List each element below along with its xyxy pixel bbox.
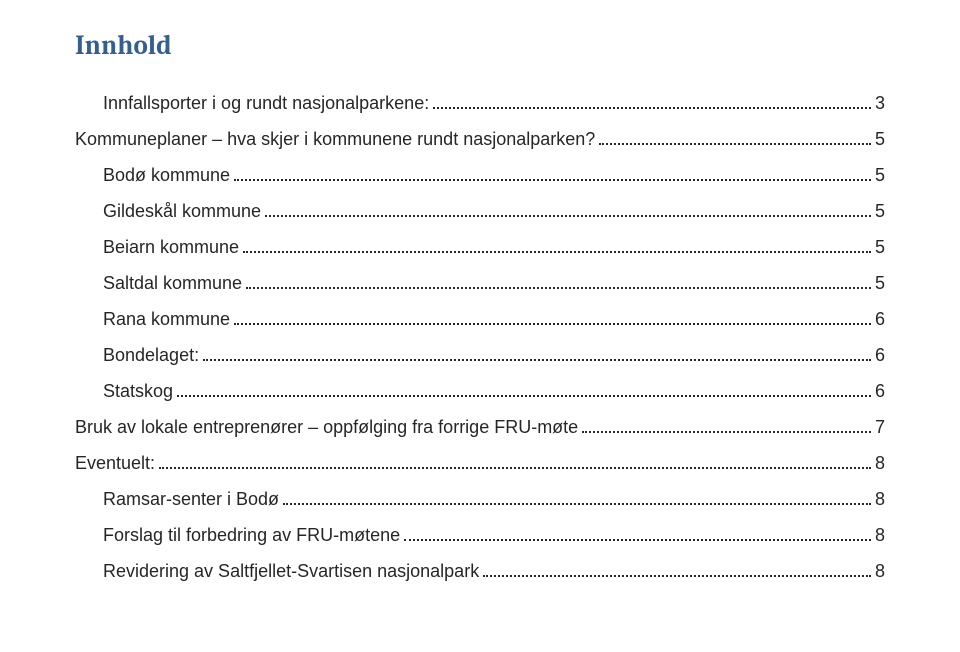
toc-leader-dots [203, 359, 871, 361]
toc-entry-label: Saltdal kommune [103, 273, 242, 294]
toc-entry: Beiarn kommune 5 [75, 237, 885, 258]
toc-leader-dots [433, 107, 871, 109]
toc-entry: Rana kommune 6 [75, 309, 885, 330]
toc-entry-page: 8 [875, 525, 885, 546]
toc-entry-page: 3 [875, 93, 885, 114]
toc-entry-page: 6 [875, 309, 885, 330]
toc-leader-dots [246, 287, 871, 289]
toc-entry-label: Revidering av Saltfjellet-Svartisen nasj… [103, 561, 479, 582]
toc-entry: Ramsar-senter i Bodø 8 [75, 489, 885, 510]
toc-entry: Revidering av Saltfjellet-Svartisen nasj… [75, 561, 885, 582]
toc-leader-dots [243, 251, 871, 253]
toc-leader-dots [599, 143, 871, 145]
toc-entry: Kommuneplaner – hva skjer i kommunene ru… [75, 129, 885, 150]
page-title: Innhold [75, 30, 885, 61]
toc-entry-page: 6 [875, 381, 885, 402]
toc-entry-label: Statskog [103, 381, 173, 402]
toc-entry-label: Kommuneplaner – hva skjer i kommunene ru… [75, 129, 595, 150]
toc-entry-label: Rana kommune [103, 309, 230, 330]
toc-entry-label: Gildeskål kommune [103, 201, 261, 222]
toc-entry-page: 5 [875, 237, 885, 258]
toc-entry-page: 7 [875, 417, 885, 438]
toc-leader-dots [404, 539, 871, 541]
toc-entry-page: 6 [875, 345, 885, 366]
toc-entry-page: 8 [875, 561, 885, 582]
toc-entry: Eventuelt: 8 [75, 453, 885, 474]
toc-entry: Bodø kommune 5 [75, 165, 885, 186]
toc-entry: Innfallsporter i og rundt nasjonalparken… [75, 93, 885, 114]
toc-entry: Forslag til forbedring av FRU-møtene 8 [75, 525, 885, 546]
toc-entry-page: 5 [875, 201, 885, 222]
table-of-contents: Innfallsporter i og rundt nasjonalparken… [75, 93, 885, 582]
toc-entry-page: 8 [875, 489, 885, 510]
toc-leader-dots [265, 215, 871, 217]
toc-entry: Statskog 6 [75, 381, 885, 402]
toc-entry-label: Forslag til forbedring av FRU-møtene [103, 525, 400, 546]
toc-leader-dots [159, 467, 871, 469]
toc-entry-label: Ramsar-senter i Bodø [103, 489, 279, 510]
toc-entry: Gildeskål kommune 5 [75, 201, 885, 222]
toc-entry: Bondelaget: 6 [75, 345, 885, 366]
toc-entry-page: 5 [875, 129, 885, 150]
toc-entry-label: Innfallsporter i og rundt nasjonalparken… [103, 93, 429, 114]
toc-leader-dots [177, 395, 871, 397]
toc-leader-dots [234, 323, 871, 325]
toc-entry-page: 5 [875, 273, 885, 294]
toc-entry-label: Bondelaget: [103, 345, 199, 366]
toc-leader-dots [483, 575, 871, 577]
toc-entry: Bruk av lokale entreprenører – oppfølgin… [75, 417, 885, 438]
toc-entry-page: 8 [875, 453, 885, 474]
toc-entry-label: Beiarn kommune [103, 237, 239, 258]
toc-entry-page: 5 [875, 165, 885, 186]
toc-leader-dots [283, 503, 871, 505]
toc-leader-dots [582, 431, 871, 433]
toc-entry-label: Eventuelt: [75, 453, 155, 474]
toc-entry: Saltdal kommune 5 [75, 273, 885, 294]
toc-leader-dots [234, 179, 871, 181]
toc-entry-label: Bodø kommune [103, 165, 230, 186]
toc-entry-label: Bruk av lokale entreprenører – oppfølgin… [75, 417, 578, 438]
